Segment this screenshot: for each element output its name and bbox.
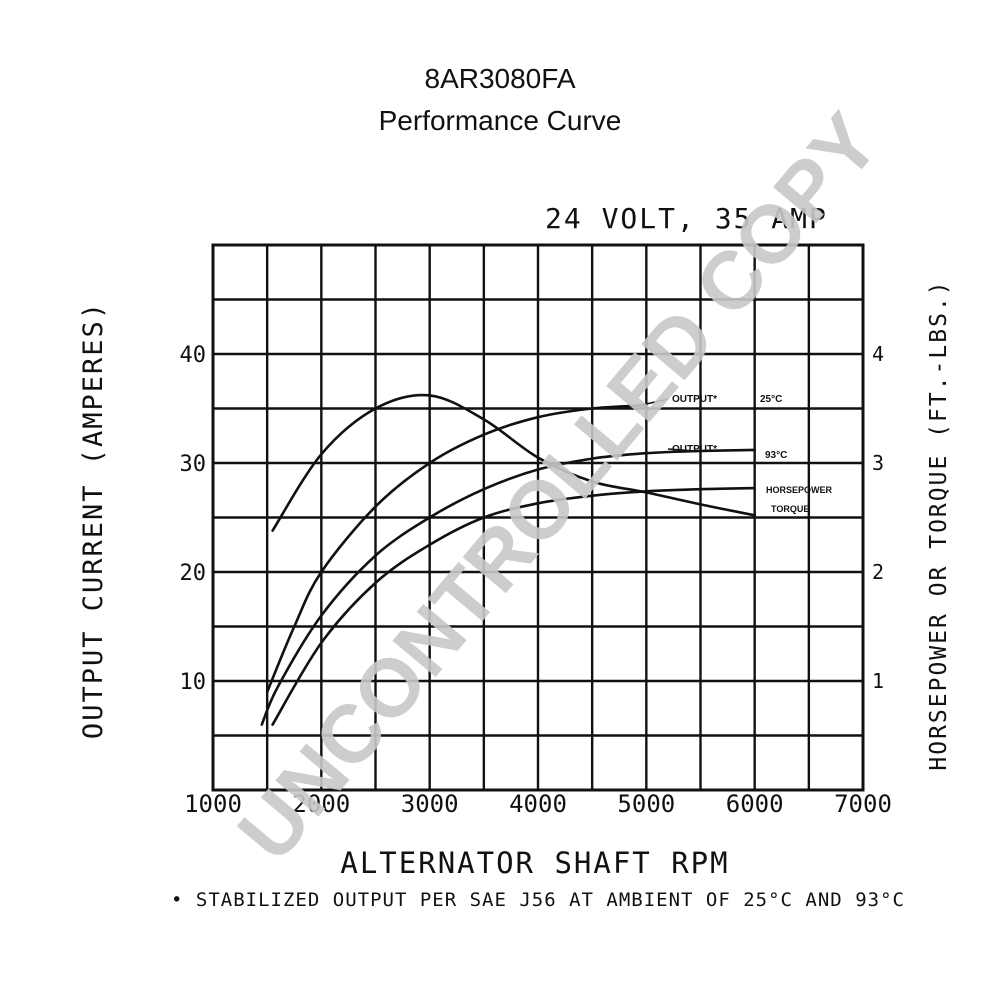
plot-frame (211, 243, 865, 792)
y2-tick-label: 3 (872, 451, 884, 475)
chart-subtitle: Performance Curve (379, 105, 622, 136)
y2-tick-label: 1 (872, 669, 884, 693)
y-tick-label: 30 (180, 452, 207, 477)
legend-output-25-temp: 25°C (760, 394, 782, 405)
y-axis-label: OUTPUT CURRENT (AMPERES) (78, 301, 109, 739)
legend-output-93-label: OUTPUT* (672, 444, 717, 455)
y-tick-label: 40 (180, 343, 207, 368)
y-tick-label: 20 (180, 561, 207, 586)
x-tick-label: 1000 (184, 790, 242, 818)
chart-grid (213, 245, 863, 790)
x-tick-label: 6000 (726, 790, 784, 818)
chart-title: 8AR3080FA (425, 63, 576, 94)
tick-labels: 1000 2000 3000 4000 5000 6000 7000 10 20 30 40 1 2 3 4 (180, 342, 892, 818)
series-line-torque (271, 393, 756, 532)
rating-label: 24 VOLT, 35 AMP (545, 202, 828, 235)
y2-tick-label: 4 (872, 342, 884, 366)
x-axis-label: ALTERNATOR SHAFT RPM (340, 846, 729, 880)
legend-torque: TORQUE (771, 504, 809, 514)
legend-output-93-temp: 93°C (765, 450, 787, 461)
legend-leader-line (667, 448, 696, 452)
series-line-output-25c (265, 403, 648, 694)
x-tick-label: 2000 (292, 790, 350, 818)
y-tick-label: 10 (180, 670, 207, 695)
x-tick-label: 5000 (617, 790, 675, 818)
series-line-output-93c (260, 448, 756, 726)
footnote: • STABILIZED OUTPUT PER SAE J56 AT AMBIE… (171, 889, 905, 911)
legend-output-25-label: OUTPUT* (672, 394, 717, 405)
y2-axis-label: HORSEPOWER OR TORQUE (FT.-LBS.) (926, 279, 952, 770)
y2-tick-label: 2 (872, 560, 884, 584)
legend-horsepower: HORSEPOWER (766, 485, 833, 495)
x-tick-label: 7000 (834, 790, 892, 818)
series-line-horsepower (271, 486, 756, 726)
series-layer (260, 393, 756, 726)
x-tick-label: 4000 (509, 790, 567, 818)
legend-leader-line (640, 398, 669, 406)
x-tick-label: 3000 (401, 790, 459, 818)
